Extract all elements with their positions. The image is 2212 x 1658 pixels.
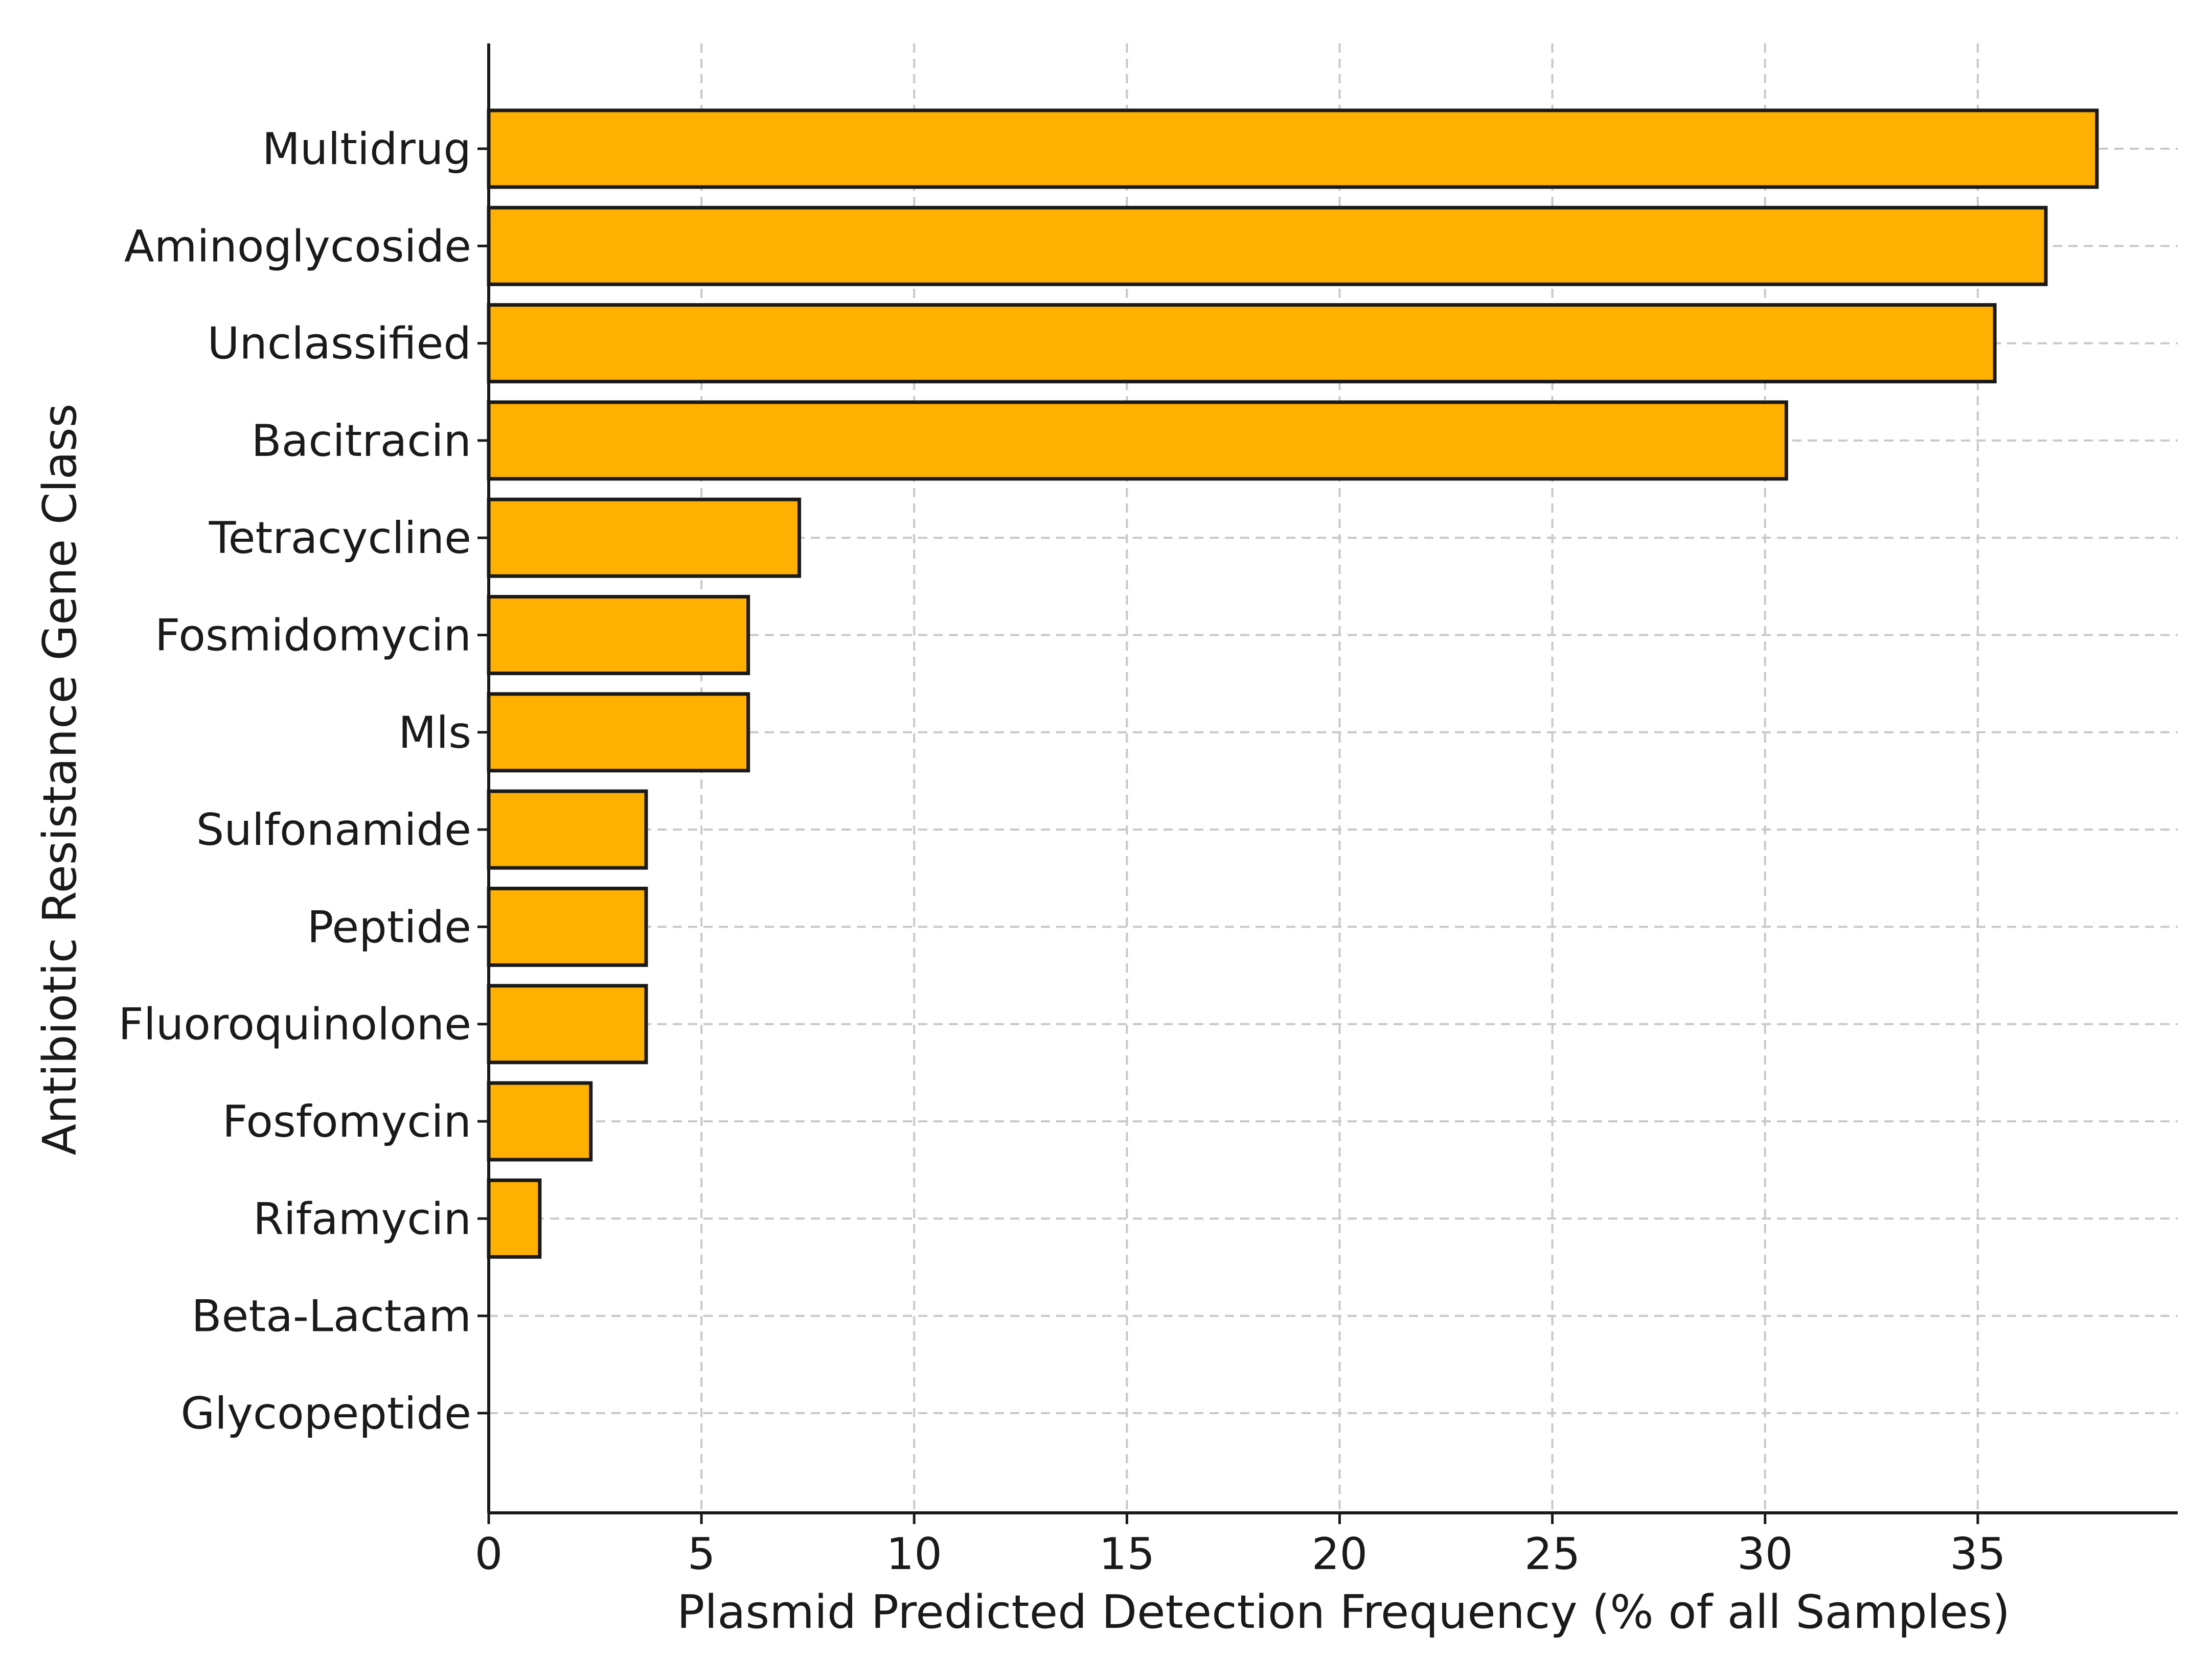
y-tick-label: Multidrug [262, 124, 471, 175]
y-tick-label: Mls [398, 707, 471, 758]
bar-fosfomycin [487, 1081, 593, 1162]
y-tick-label: Fluoroquinolone [118, 999, 471, 1050]
y-tick-label: Fosfomycin [222, 1096, 471, 1147]
bar-aminoglycoside [487, 205, 2048, 286]
x-tick-label: 10 [886, 1529, 942, 1580]
y-tick-label: Bacitracin [252, 416, 471, 467]
axes [477, 43, 2178, 1524]
bars [487, 108, 2099, 1259]
bar-rifamycin [487, 1178, 542, 1259]
y-axis-title: Antibiotic Resistance Gene Class [33, 404, 87, 1156]
y-tick-label: Tetracycline [209, 513, 471, 564]
y-tick-label: Beta-Lactam [192, 1291, 471, 1342]
bar-bacitracin [487, 400, 1788, 481]
x-tick-label: 20 [1312, 1529, 1367, 1580]
x-axis-title: Plasmid Predicted Detection Frequency (%… [677, 1585, 2010, 1639]
bar-fluoroquinolone [487, 984, 648, 1065]
x-tick-label: 30 [1737, 1529, 1793, 1580]
x-tick-label: 15 [1099, 1529, 1155, 1580]
bar-fosmidomycin [487, 595, 750, 675]
y-tick-label: Glycopeptide [180, 1388, 471, 1439]
bar-sulfonamide [487, 789, 648, 870]
y-tick-label: Unclassified [207, 318, 471, 370]
x-tick-label: 5 [688, 1529, 716, 1580]
bar-unclassified [487, 303, 1997, 384]
x-tick-label: 35 [1950, 1529, 2005, 1580]
y-tick-label: Sulfonamide [196, 804, 471, 856]
tick-labels: 0 5 10 15 20 25 30 35 Multidrug Aminoglycoside Unc… [118, 124, 2005, 1580]
bar-multidrug [487, 108, 2099, 189]
y-tick-label: Peptide [307, 902, 471, 953]
y-tick-label: Rifamycin [253, 1193, 471, 1245]
bar-peptide [487, 886, 648, 967]
bar-tetracycline [487, 497, 802, 578]
x-tick-label: 25 [1524, 1529, 1580, 1580]
y-tick-label: Fosmidomycin [155, 610, 471, 661]
x-tick-label: 0 [475, 1529, 503, 1580]
y-tick-label: Aminoglycoside [124, 221, 471, 272]
bar-mls [487, 692, 750, 773]
